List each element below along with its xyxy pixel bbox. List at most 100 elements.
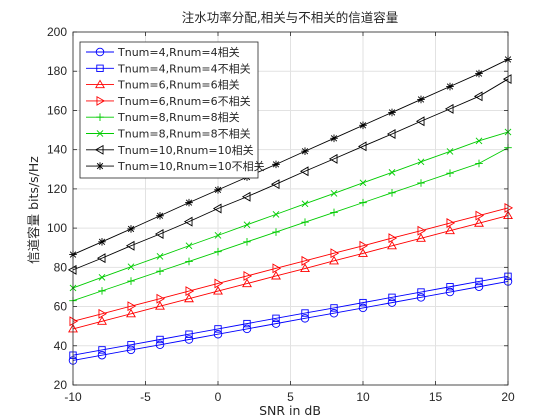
data-point <box>126 345 136 355</box>
data-point <box>475 69 483 78</box>
data-point <box>214 325 222 333</box>
data-point <box>98 287 106 295</box>
data-point <box>301 218 309 227</box>
legend-marker <box>94 144 104 155</box>
data-point <box>300 314 310 323</box>
x-tick-label: -5 <box>140 390 151 404</box>
data-point <box>330 208 338 217</box>
data-point <box>446 283 454 291</box>
data-point <box>388 293 396 302</box>
data-point <box>388 189 396 197</box>
series-7 <box>67 74 512 275</box>
legend-marker <box>95 79 105 89</box>
legend-box <box>79 41 259 179</box>
data-point <box>98 273 106 281</box>
data-point <box>301 200 309 208</box>
chart-title: 注水功率分配,相关与不相关的信道容量 <box>182 10 398 25</box>
series-line <box>72 275 509 356</box>
data-point <box>444 103 454 114</box>
data-point <box>475 210 485 221</box>
data-point <box>417 95 425 104</box>
legend-entry: Tnum=4,Rnum=4相关 <box>86 45 240 59</box>
data-point <box>299 166 309 177</box>
x-tick-label: 0 <box>215 390 222 404</box>
legend-entry: Tnum=10,Rnum=10不相关 <box>86 159 265 173</box>
data-point <box>156 335 164 344</box>
data-point <box>243 238 251 246</box>
data-point <box>155 340 165 350</box>
series-line <box>72 215 509 330</box>
data-point <box>242 324 252 334</box>
data-point <box>387 240 397 250</box>
legend-marker <box>95 47 105 57</box>
data-point <box>388 169 396 176</box>
legend-entry: Tnum=6,Rnum=6不相关 <box>86 94 251 108</box>
legend-marker <box>96 64 104 72</box>
data-point <box>97 350 107 360</box>
data-point <box>329 255 339 265</box>
data-point <box>96 253 106 264</box>
series-line <box>72 59 509 256</box>
legend-entry: Tnum=10,Rnum=10相关 <box>86 143 254 157</box>
x-tick-label: 15 <box>429 390 443 404</box>
data-point <box>474 218 484 227</box>
data-point <box>359 121 367 130</box>
data-point <box>242 278 252 288</box>
data-point <box>127 225 135 233</box>
series-3 <box>68 210 513 333</box>
legend-entries: Tnum=4,Rnum=4相关 Tnum=4,Rnum=4不相关 Tnum=6,Rn… <box>86 45 265 173</box>
data-point <box>301 147 309 156</box>
data-point <box>446 148 454 155</box>
y-tick-label: 200 <box>47 25 67 39</box>
legend-label: Tnum=4,Rnum=4不相关 <box>117 61 251 75</box>
data-point <box>213 329 223 339</box>
data-point <box>329 308 339 318</box>
data-point <box>127 277 135 285</box>
series-4 <box>69 202 514 327</box>
y-tick-label: 40 <box>54 339 68 353</box>
series-6 <box>69 128 512 292</box>
x-axis-label: SNR in dB <box>259 403 321 418</box>
legend-entry: Tnum=8,Rnum=8不相关 <box>86 127 251 141</box>
data-point <box>214 278 224 289</box>
data-point <box>445 225 455 235</box>
data-point <box>415 116 425 127</box>
data-point <box>155 301 165 310</box>
data-point <box>473 91 483 102</box>
data-point <box>69 316 79 327</box>
data-point <box>243 271 253 281</box>
data-point <box>446 82 454 91</box>
series-8 <box>69 55 512 259</box>
data-point <box>388 108 396 117</box>
data-point <box>272 314 280 323</box>
data-point <box>359 198 367 207</box>
data-point <box>97 316 107 325</box>
data-point <box>446 169 454 177</box>
y-tick-label: 60 <box>54 300 68 314</box>
data-point <box>330 134 338 143</box>
legend-label: Tnum=6,Rnum=6不相关 <box>117 94 251 108</box>
y-tick-label: 80 <box>54 260 68 274</box>
legend-marker <box>96 130 104 137</box>
legend-marker <box>96 162 104 170</box>
legend-label: Tnum=10,Rnum=10不相关 <box>117 159 265 173</box>
data-point <box>387 298 397 307</box>
data-point <box>184 335 194 344</box>
legend-label: Tnum=4,Rnum=4相关 <box>117 45 240 59</box>
data-point <box>271 270 281 280</box>
data-point <box>416 233 426 242</box>
data-point <box>272 263 282 274</box>
data-point <box>357 141 367 152</box>
data-point <box>474 282 484 291</box>
legend-label: Tnum=6,Rnum=6相关 <box>117 78 240 92</box>
series-line <box>72 281 509 361</box>
data-point <box>214 232 222 239</box>
data-point <box>156 252 164 260</box>
y-tick-label: 160 <box>47 103 67 117</box>
x-tick-label: 5 <box>287 390 294 404</box>
tick-layer: -10 -5 0 5 10 15 20 20 40 60 80 100 120 140 160 180 200 <box>47 25 515 404</box>
data-point <box>417 179 425 187</box>
data-point <box>272 211 280 218</box>
data-point <box>156 267 164 276</box>
